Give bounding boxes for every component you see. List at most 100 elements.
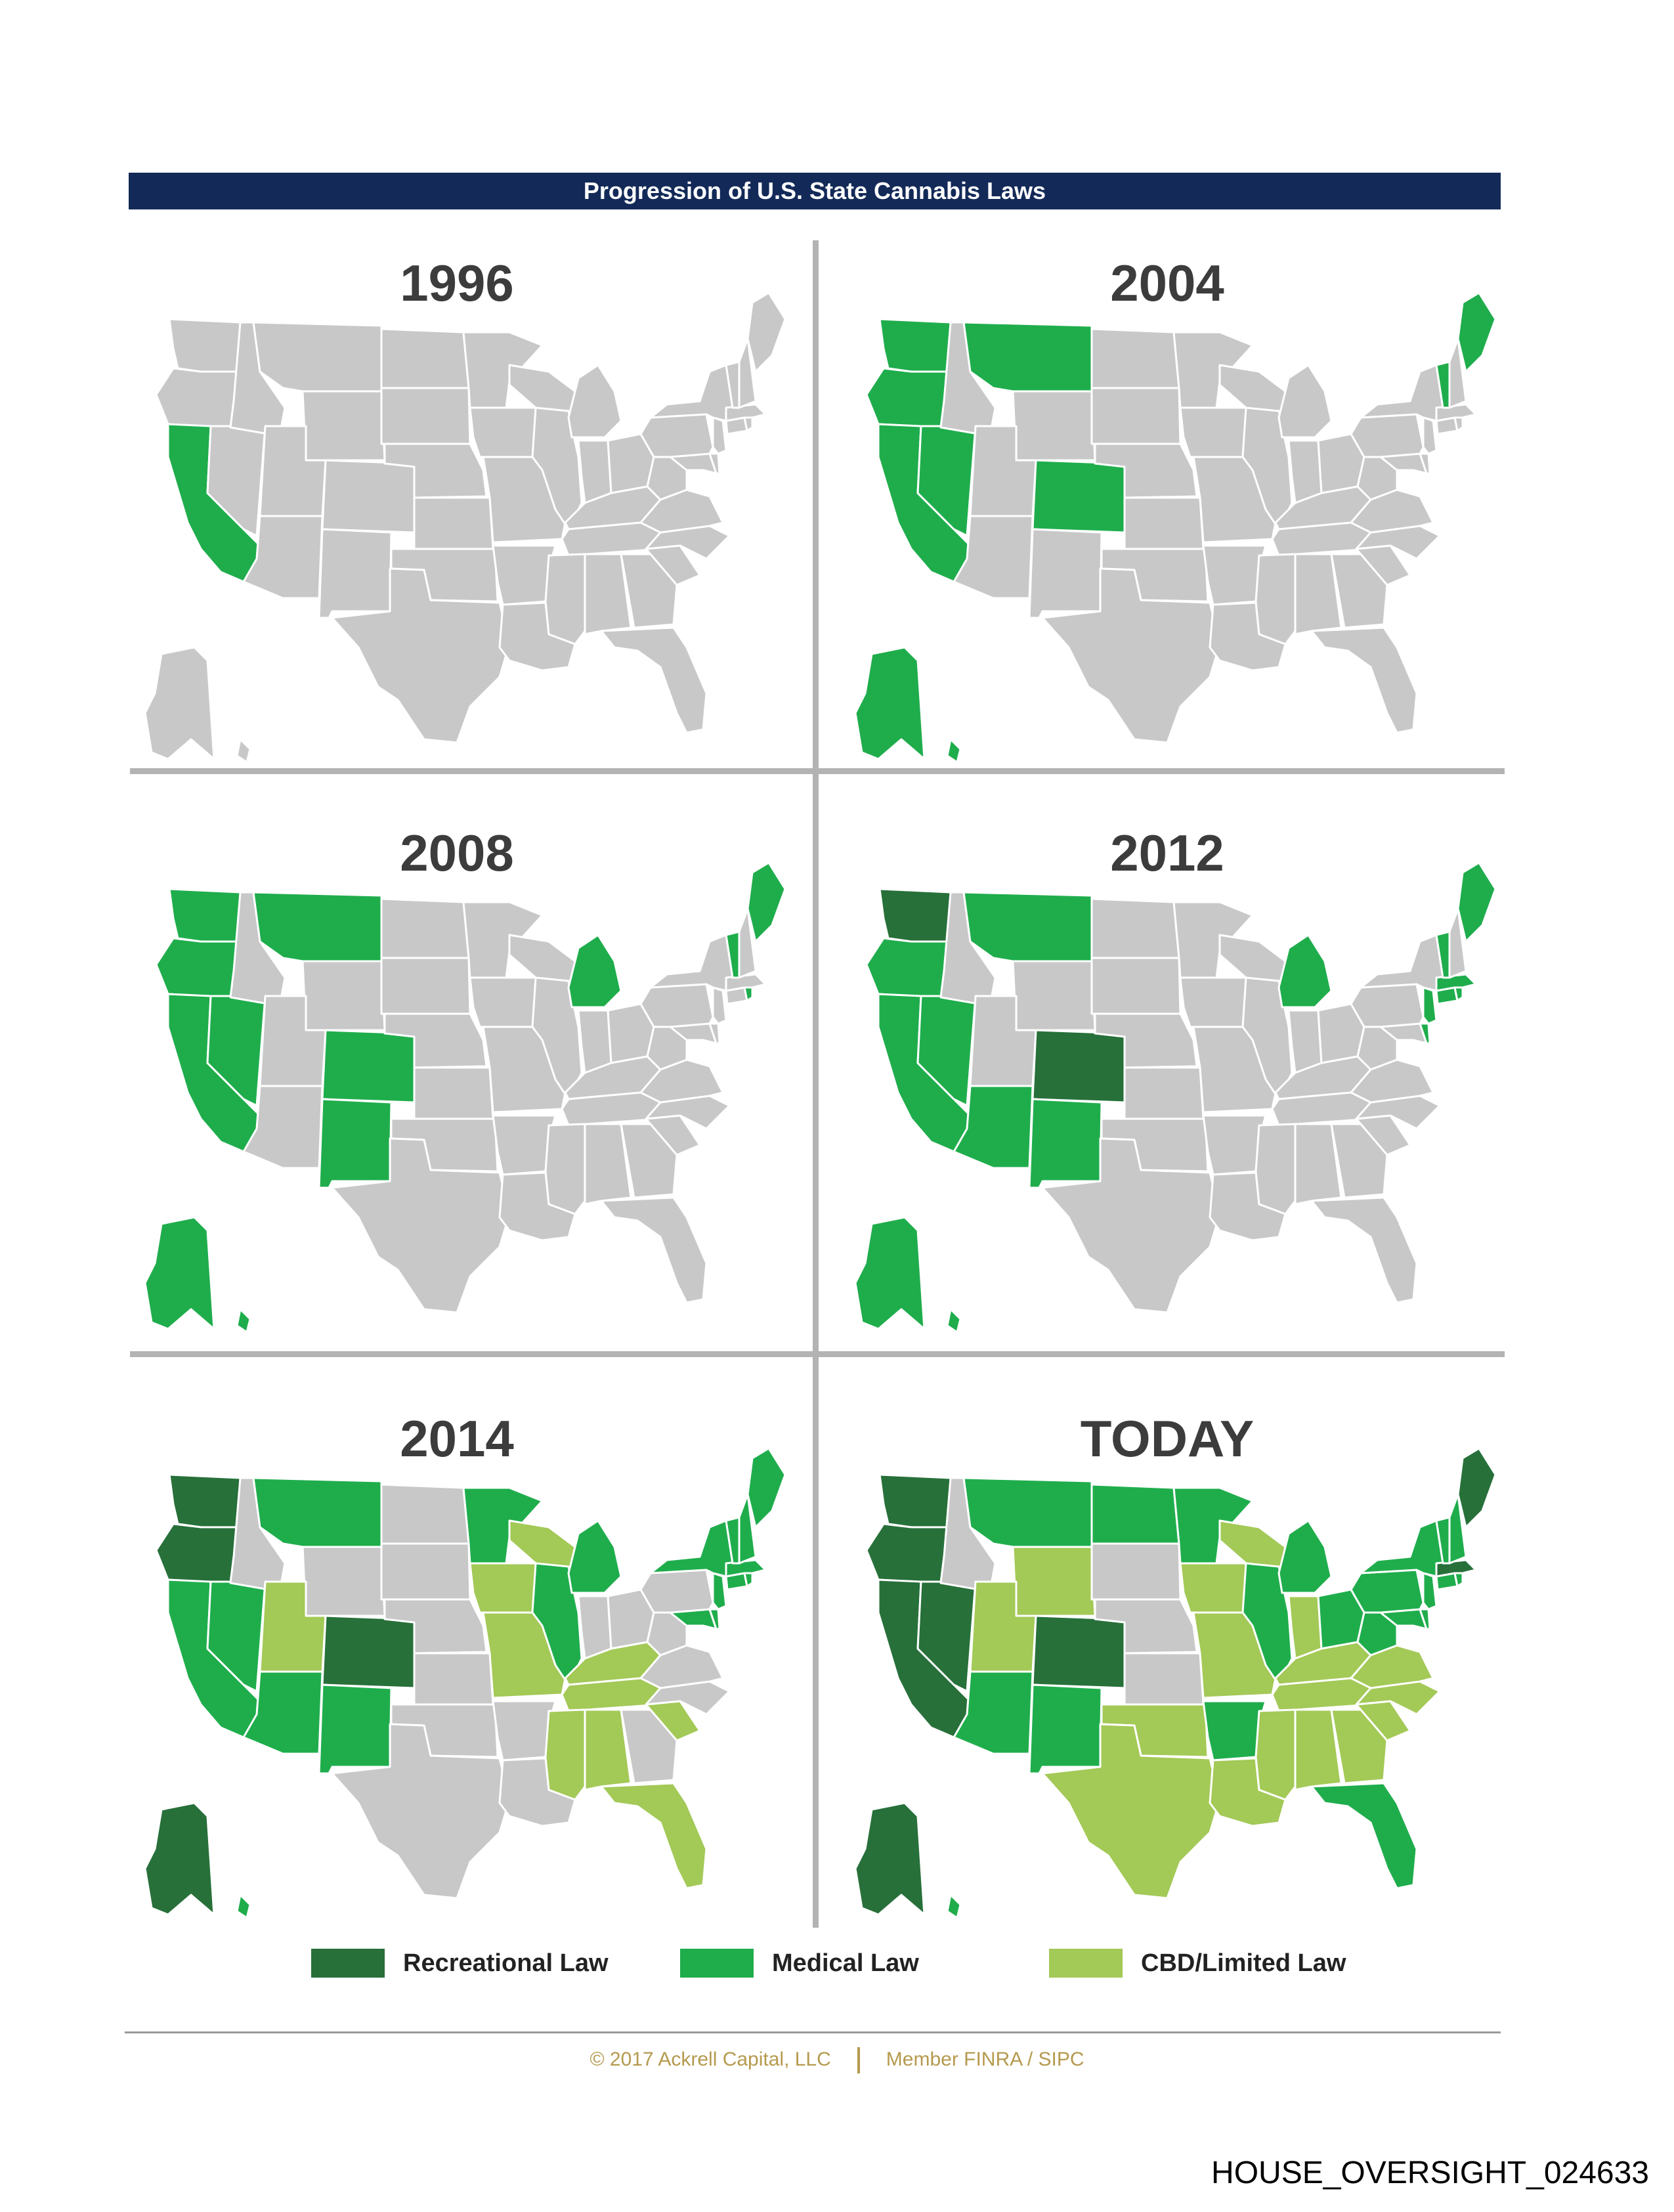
vertical-divider: [813, 240, 819, 1928]
panel-year-label: TODAY: [1080, 1410, 1255, 1467]
state-nm: [1028, 1683, 1103, 1775]
panel-year-label: 2004: [1110, 254, 1224, 312]
state-nm: [318, 528, 393, 619]
state-pa: [1350, 413, 1425, 458]
state-wa: [168, 318, 242, 373]
state-wy: [1012, 960, 1096, 1031]
state-de: [708, 452, 721, 475]
state-nd: [1090, 328, 1180, 389]
state-fl: [600, 1196, 708, 1304]
state-ms: [544, 1123, 586, 1215]
state-or: [865, 367, 952, 429]
state-pa: [639, 1569, 714, 1614]
state-pa: [639, 983, 714, 1028]
state-tx: [1041, 1723, 1221, 1899]
panel-year-label: 2012: [1110, 824, 1224, 882]
us-map-2004: [854, 292, 1497, 764]
state-me: [1457, 292, 1497, 373]
state-nd: [380, 898, 470, 959]
state-nj: [712, 416, 727, 455]
state-nj: [712, 1572, 727, 1611]
state-nj: [1422, 1572, 1438, 1611]
state-fl: [1310, 626, 1418, 734]
state-wa: [878, 888, 952, 943]
state-me: [746, 292, 786, 373]
state-co: [1031, 1615, 1126, 1689]
state-ks: [413, 496, 494, 550]
map-panel-2008: 2008: [116, 810, 798, 1349]
state-in: [577, 1595, 612, 1660]
state-de: [1419, 452, 1431, 475]
state-mn: [462, 901, 544, 979]
state-nj: [1422, 416, 1438, 455]
state-hi: [236, 1308, 251, 1334]
state-de: [708, 1608, 721, 1630]
state-sd: [380, 957, 471, 1015]
footer-separator: [857, 2047, 860, 2073]
state-in: [1287, 1009, 1323, 1074]
state-ak: [144, 1802, 215, 1916]
state-nm: [318, 1098, 393, 1189]
state-mt: [252, 891, 383, 963]
state-ak: [144, 1216, 215, 1330]
legend-swatch-medical: [680, 1949, 754, 1978]
legend-item-cbd-limited: CBD/Limited Law: [1049, 1949, 1346, 1978]
state-mn: [462, 331, 544, 409]
us-map-1996: [144, 292, 786, 764]
state-tx: [331, 1137, 511, 1314]
panel-year-label: 1996: [400, 254, 514, 312]
state-fl: [600, 1782, 708, 1890]
state-nh: [1448, 337, 1467, 409]
state-ia: [469, 406, 544, 458]
state-nd: [380, 1483, 470, 1545]
us-map-2014: [144, 1447, 786, 1919]
footer-copyright: © 2017 Ackrell Capital, LLC: [590, 2048, 831, 2070]
legend-label-medical: Medical Law: [772, 1949, 919, 1977]
state-ak: [144, 646, 215, 760]
state-nj: [1422, 986, 1438, 1025]
state-ks: [1123, 496, 1205, 550]
us-map-2008: [144, 861, 786, 1334]
state-ak: [854, 1216, 926, 1330]
state-co: [321, 1029, 416, 1104]
state-me: [746, 1447, 786, 1529]
state-wy: [1012, 390, 1096, 462]
state-ms: [1255, 1123, 1297, 1215]
state-wa: [168, 1473, 242, 1529]
state-sd: [380, 387, 471, 445]
state-de: [708, 1022, 721, 1045]
state-hi: [946, 738, 962, 764]
state-ks: [413, 1066, 494, 1120]
state-ms: [544, 1708, 586, 1801]
state-sd: [1090, 1542, 1182, 1601]
state-tx: [331, 1723, 511, 1899]
us-map-today: [854, 1447, 1497, 1919]
state-mi: [1277, 934, 1333, 1008]
horizontal-divider-2: [130, 1351, 1505, 1357]
state-in: [577, 1009, 612, 1074]
state-wy: [1012, 1546, 1096, 1617]
state-me: [746, 861, 786, 943]
state-pa: [1350, 1569, 1425, 1614]
horizontal-divider-1: [130, 768, 1505, 774]
footer-divider: [125, 2031, 1501, 2033]
state-ny: [1360, 364, 1444, 422]
state-mi: [567, 934, 622, 1008]
state-mi: [567, 364, 622, 439]
state-or: [155, 937, 242, 999]
legend: Recreational Law Medical Law CBD/Limited…: [0, 1949, 1674, 1982]
state-nj: [712, 986, 727, 1025]
state-nm: [1028, 528, 1103, 619]
map-panel-2012: 2012: [826, 810, 1509, 1349]
state-mt: [252, 321, 383, 393]
legend-label-recreational: Recreational Law: [403, 1949, 609, 1977]
state-mn: [462, 1486, 544, 1565]
state-or: [865, 1523, 952, 1584]
state-fl: [1310, 1196, 1418, 1304]
state-or: [155, 367, 242, 429]
state-hi: [236, 1894, 251, 1919]
state-ms: [1255, 1708, 1297, 1801]
legend-swatch-cbd-limited: [1049, 1949, 1123, 1978]
state-mt: [252, 1477, 383, 1548]
state-wy: [301, 960, 386, 1031]
